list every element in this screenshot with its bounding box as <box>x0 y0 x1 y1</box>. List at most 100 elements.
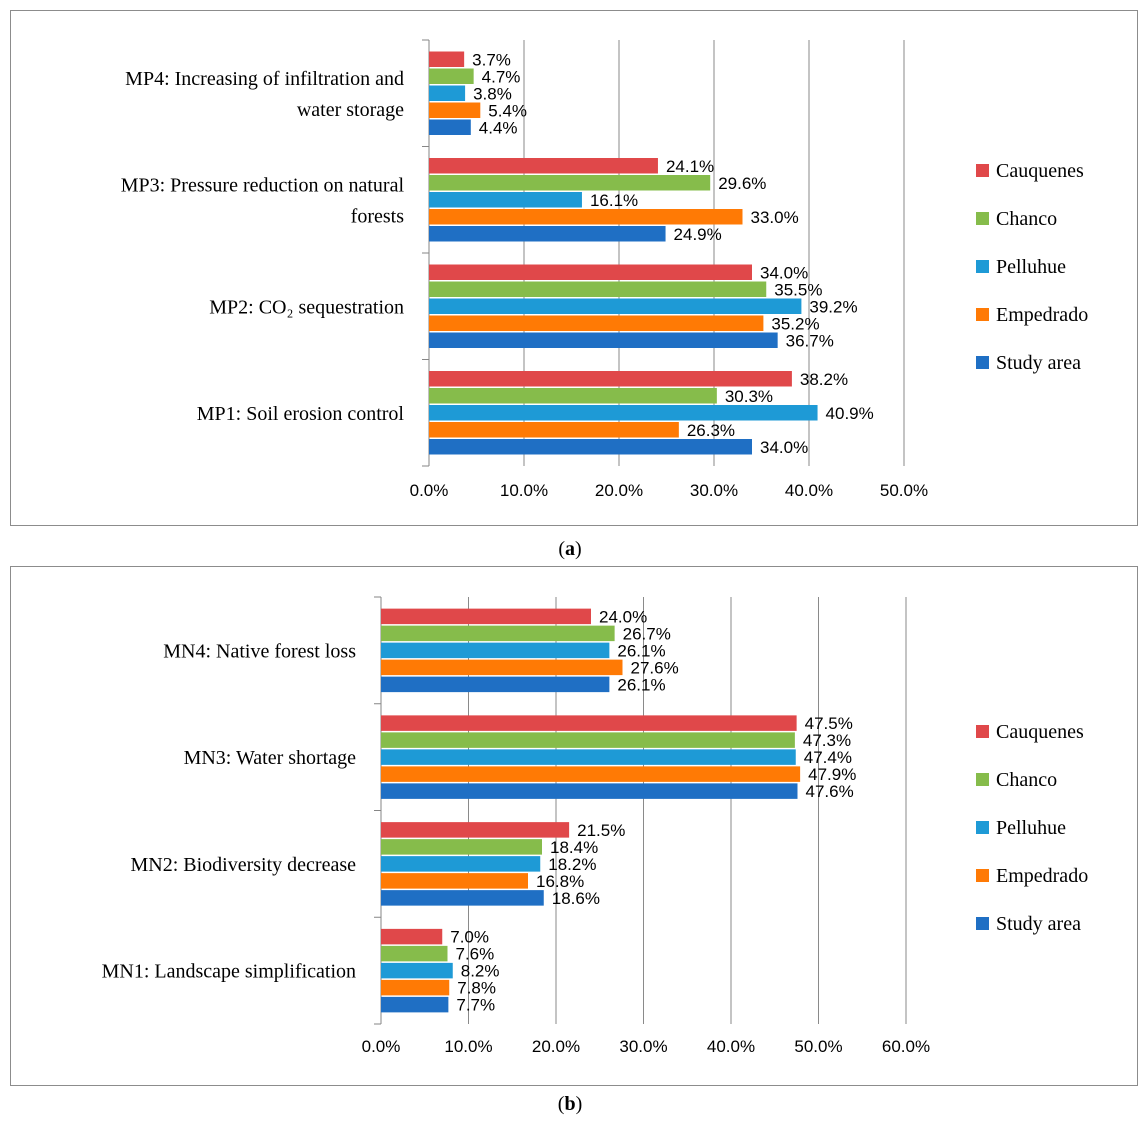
legend-label: Empedrado <box>996 865 1088 887</box>
legend-label: Chanco <box>996 208 1057 230</box>
legend-swatch <box>976 164 989 177</box>
legend-label: Cauquenes <box>996 160 1084 182</box>
data-label: 26.7% <box>623 624 671 643</box>
panel-caption-b: (b) <box>557 1093 583 1115</box>
data-label: 3.8% <box>473 84 512 103</box>
x-tick-label: 40.0% <box>707 1037 755 1056</box>
category-label: MP2: CO₂ sequestration <box>209 296 404 318</box>
category-label: MN2: Biodiversity decrease <box>131 854 357 876</box>
bar <box>381 749 796 765</box>
data-label: 47.4% <box>804 748 852 767</box>
bar <box>429 51 465 67</box>
bar <box>429 405 818 421</box>
data-label: 16.1% <box>590 191 638 210</box>
data-label: 7.0% <box>450 928 489 947</box>
data-label: 27.6% <box>631 658 679 677</box>
data-label: 21.5% <box>577 821 625 840</box>
bar <box>429 439 752 455</box>
data-label: 36.7% <box>786 331 834 350</box>
bar <box>381 659 623 676</box>
panel-label-a: a <box>565 538 575 560</box>
x-tick-label: 60.0% <box>882 1037 930 1056</box>
x-tick-label: 0.0% <box>362 1037 401 1056</box>
data-label: 47.9% <box>808 765 856 784</box>
bar <box>381 822 570 838</box>
bar <box>381 642 610 659</box>
bar <box>381 732 795 748</box>
category-label: water storage <box>297 99 404 121</box>
bar <box>381 962 453 979</box>
category-label: MN4: Native forest loss <box>163 640 356 662</box>
data-label: 26.3% <box>687 421 735 440</box>
bar <box>381 928 443 945</box>
data-label: 18.4% <box>550 838 598 857</box>
data-label: 47.5% <box>805 714 853 733</box>
bar <box>381 766 801 782</box>
category-label: forests <box>351 205 405 227</box>
legend-swatch <box>976 308 989 321</box>
legend-label: Pelluhue <box>996 817 1066 839</box>
bar <box>381 996 449 1013</box>
data-label: 7.8% <box>457 979 496 998</box>
legend-swatch <box>976 821 989 834</box>
data-label: 24.9% <box>674 225 722 244</box>
bar <box>429 68 474 84</box>
bar <box>429 264 752 280</box>
legend-swatch <box>976 773 989 786</box>
data-label: 5.4% <box>488 101 527 120</box>
bar <box>429 315 764 331</box>
x-tick-label: 50.0% <box>880 481 928 500</box>
bar <box>381 873 528 889</box>
data-label: 26.1% <box>617 641 665 660</box>
data-label: 47.6% <box>806 782 854 801</box>
x-tick-label: 10.0% <box>444 1037 492 1056</box>
data-label: 29.6% <box>718 174 766 193</box>
x-tick-label: 50.0% <box>794 1037 842 1056</box>
category-label: MP4: Increasing of infiltration and <box>125 68 404 90</box>
bar <box>429 422 679 438</box>
bar <box>429 175 711 191</box>
x-tick-label: 30.0% <box>619 1037 667 1056</box>
x-tick-label: 30.0% <box>690 481 738 500</box>
data-label: 16.8% <box>536 872 584 891</box>
bar <box>381 856 541 872</box>
bar <box>381 715 797 731</box>
bar <box>429 332 778 348</box>
bar <box>381 676 610 693</box>
category-label: MN3: Water shortage <box>184 747 357 769</box>
bar <box>381 625 615 642</box>
legend-swatch <box>976 725 989 738</box>
bar <box>381 783 798 799</box>
x-tick-label: 20.0% <box>532 1037 580 1056</box>
bar <box>381 890 544 906</box>
bar <box>381 839 542 855</box>
x-tick-label: 10.0% <box>500 481 548 500</box>
data-label: 4.4% <box>479 118 518 137</box>
data-label: 24.1% <box>666 157 714 176</box>
bar <box>381 945 448 962</box>
bar <box>429 281 767 297</box>
data-label: 4.7% <box>482 67 521 86</box>
legend-swatch <box>976 356 989 369</box>
data-label: 38.2% <box>800 370 848 389</box>
data-label: 39.2% <box>809 297 857 316</box>
legend-label: Pelluhue <box>996 256 1066 278</box>
data-label: 34.0% <box>760 263 808 282</box>
category-label: MP3: Pressure reduction on natural <box>121 174 405 196</box>
bar <box>429 388 717 404</box>
bar <box>429 298 802 314</box>
data-label: 30.3% <box>725 387 773 406</box>
data-label: 35.2% <box>771 314 819 333</box>
legend-label: Study area <box>996 352 1081 374</box>
bar <box>429 226 666 242</box>
panel-caption-a: (a) <box>558 538 582 560</box>
bar <box>429 158 658 174</box>
data-label: 18.2% <box>548 855 596 874</box>
legend-label: Cauquenes <box>996 721 1084 743</box>
bar <box>381 608 591 625</box>
data-label: 3.7% <box>472 50 511 69</box>
data-label: 34.0% <box>760 438 808 457</box>
data-label: 18.6% <box>552 889 600 908</box>
data-label: 7.6% <box>456 945 495 964</box>
category-label: MP1: Soil erosion control <box>197 403 405 425</box>
